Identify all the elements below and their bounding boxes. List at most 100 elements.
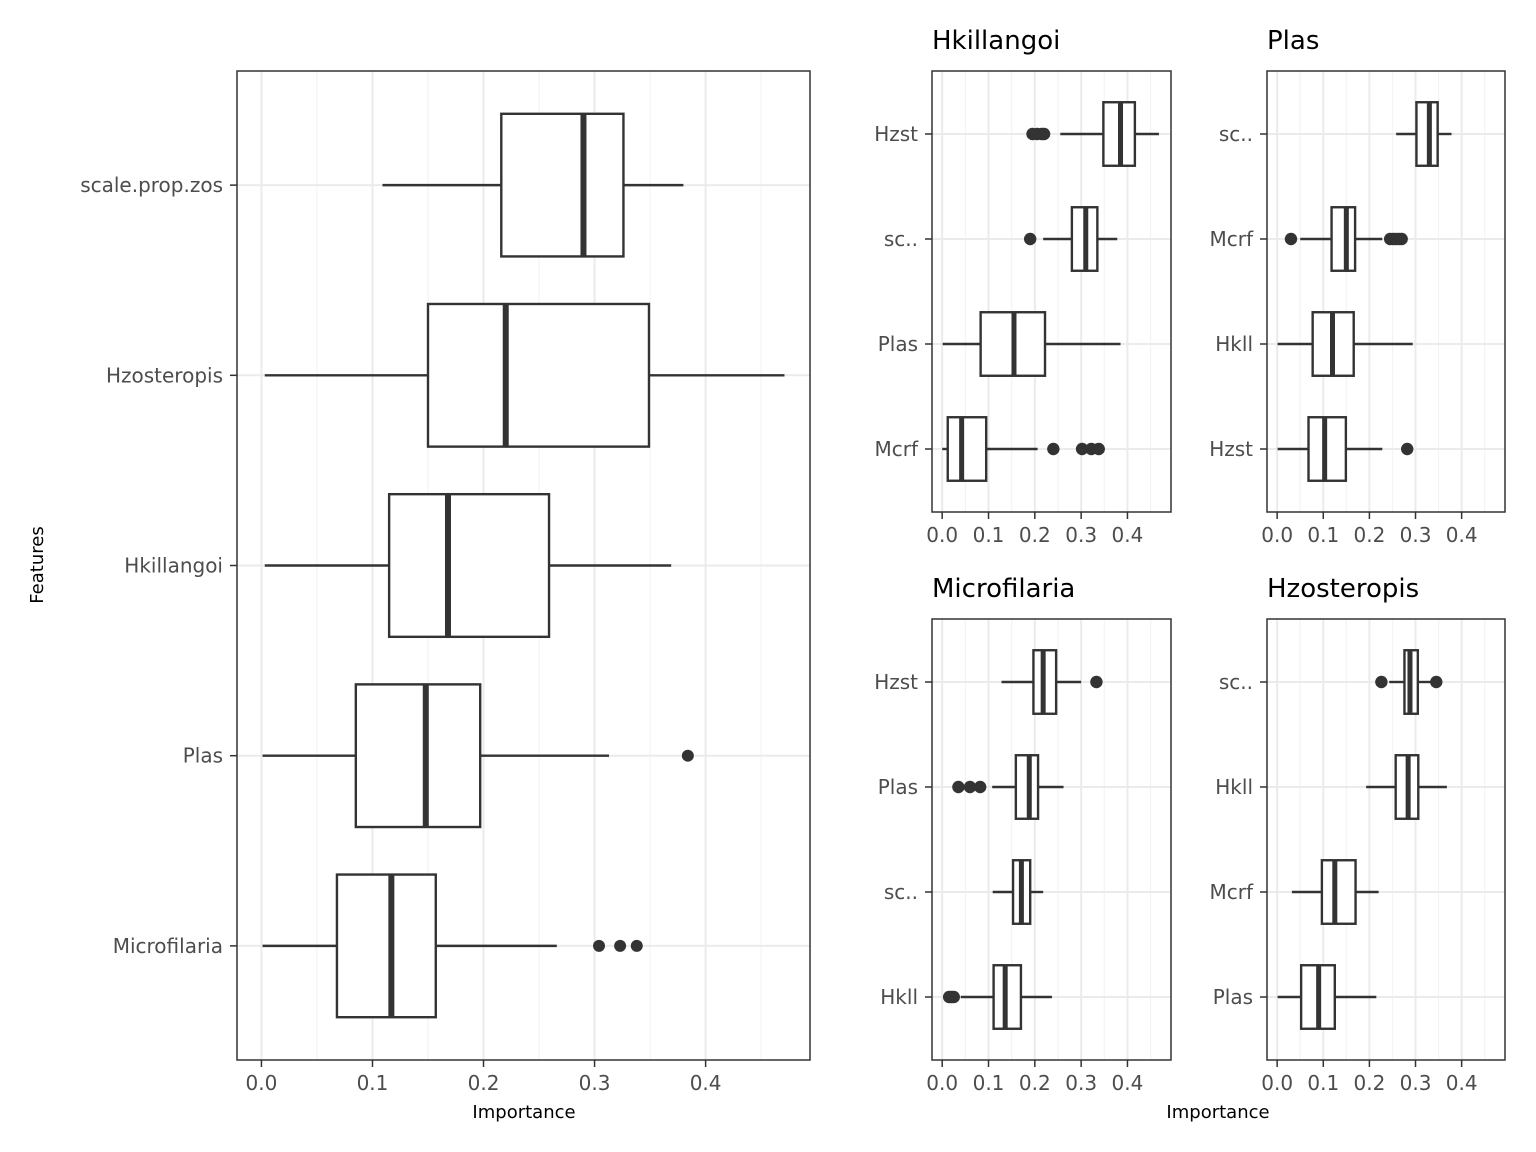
y-tick-label: Plas [878, 775, 918, 799]
panel-hzosteropis: sc.. Hkll Mcrf Plas 0.0 0.1 0.2 0.3 0.4 Hzosterop… [1209, 574, 1506, 1095]
x-tick-label: 0.1 [1307, 1071, 1339, 1095]
box-hzosteropis-plas [1277, 964, 1377, 1030]
box-iqr [946, 416, 988, 482]
box-main-scalepropzos [382, 112, 684, 258]
panel-hkillangoi: Hzst sc.. Plas Mcrf 0.0 0.1 0.2 0.3 0.4 Hkillango… [874, 26, 1172, 547]
panel-title: Hzosteropis [1267, 574, 1419, 604]
box-iqr [354, 683, 482, 829]
outlier-point [1023, 232, 1037, 246]
x-tick-label: 0.4 [1112, 523, 1144, 547]
y-tick-label: sc.. [884, 880, 918, 904]
x-tick-label: 0.1 [1307, 523, 1339, 547]
box-hkillangoi-mcrf [942, 416, 1105, 482]
box-plas-hzst [1277, 416, 1414, 482]
y-tick-label: Hzst [1209, 437, 1253, 461]
y-tick-label: Hkll [1215, 775, 1253, 799]
y-tick-label: Hzosteropis [106, 363, 223, 387]
x-tick-label: 0.4 [690, 1071, 722, 1095]
outlier-point [1401, 442, 1414, 456]
box-iqr [1307, 416, 1348, 482]
x-tick-label: 0.0 [246, 1071, 278, 1095]
x-tick-label: 0.0 [926, 1071, 958, 1095]
outlier-point [593, 939, 606, 952]
x-tick-label: 0.1 [973, 1071, 1005, 1095]
y-tick-label: sc.. [1219, 122, 1253, 146]
x-tick-label: 0.3 [1400, 523, 1432, 547]
x-tick-label: 0.3 [579, 1071, 611, 1095]
box-microfilaria-plas [952, 754, 1064, 820]
panel-title: Plas [1267, 26, 1319, 56]
panel-border [1266, 618, 1506, 1061]
x-tick-label: 0.2 [1019, 1071, 1051, 1095]
outlier-point [630, 939, 643, 952]
box-plas-sc [1396, 101, 1452, 167]
y-tick-label: sc.. [1219, 670, 1253, 694]
x-tick-label: 0.2 [1353, 523, 1385, 547]
y-tick-label: Hzst [874, 670, 918, 694]
outlier-point [1092, 442, 1105, 456]
box-hzosteropis-hkll [1366, 754, 1447, 820]
x-axis-title-right: Importance [1166, 1102, 1269, 1123]
y-tick-label: Mcrf [1209, 880, 1253, 904]
outlier-point [681, 749, 694, 762]
box-main-hkillangoi [264, 492, 672, 639]
outlier-point [1090, 675, 1103, 689]
panel-title: Hkillangoi [932, 26, 1060, 56]
x-tick-label: 0.4 [1112, 1071, 1144, 1095]
y-tick-label: scale.prop.zos [80, 173, 223, 197]
x-tick-label: 0.2 [1019, 523, 1051, 547]
outlier-point [963, 780, 977, 794]
x-axis-title-left: Importance [472, 1102, 575, 1123]
x-tick-label: 0.1 [973, 523, 1005, 547]
x-tick-label: 0.3 [1400, 1071, 1432, 1095]
outlier-point [1430, 675, 1443, 689]
y-tick-label: Plas [878, 332, 918, 356]
box-iqr [500, 112, 625, 258]
x-tick-label: 0.4 [1446, 1071, 1478, 1095]
x-tick-label: 0.3 [1065, 523, 1097, 547]
x-tick-label: 0.0 [926, 523, 958, 547]
y-tick-label: Hkll [880, 985, 918, 1009]
box-iqr [1320, 859, 1357, 925]
box-iqr [426, 302, 651, 448]
box-iqr [335, 873, 437, 1019]
panel-main: scale.prop.zos Hzosteropis Hkillangoi Plas M… [80, 70, 811, 1095]
x-tick-label: 0.2 [468, 1071, 500, 1095]
outlier-point [1037, 127, 1051, 141]
x-tick-label: 0.0 [1261, 1071, 1293, 1095]
outlier-point [1075, 442, 1089, 456]
outlier-point [952, 780, 965, 794]
y-tick-label: Microfilaria [113, 934, 223, 958]
outlier-point [1375, 675, 1388, 689]
outlier-point [973, 780, 987, 794]
box-plas-hkll [1277, 311, 1413, 377]
outlier-point [1047, 442, 1060, 456]
panel-border [931, 618, 1172, 1061]
box-hzosteropis-sc [1375, 649, 1443, 715]
x-tick-label: 0.1 [357, 1071, 389, 1095]
outlier-point [1284, 232, 1298, 246]
x-tick-label: 0.2 [1353, 1071, 1385, 1095]
panel-microfilaria: Hzst Plas sc.. Hkll 0.0 0.1 0.2 0.3 0.4 Microfila… [874, 574, 1172, 1095]
outlier-point [614, 939, 627, 952]
box-main-hzosteropis [264, 302, 785, 448]
y-axis-title: Features [27, 526, 48, 603]
outlier-point [947, 990, 960, 1004]
box-plas-mcrf [1284, 206, 1408, 272]
y-tick-label: sc.. [884, 227, 918, 251]
y-tick-label: Plas [183, 744, 223, 768]
box-hkillangoi-hzst [1026, 101, 1159, 167]
box-hkillangoi-plas [942, 311, 1121, 377]
y-tick-label: Hkillangoi [124, 554, 223, 578]
y-tick-label: Mcrf [1209, 227, 1253, 251]
panel-title: Microfilaria [932, 574, 1075, 604]
box-main-microfilaria [262, 873, 643, 1019]
x-tick-label: 0.3 [1065, 1071, 1097, 1095]
panel-plas: sc.. Mcrf Hkll Hzst 0.0 0.1 0.2 0.3 0.4 Plas [1209, 26, 1506, 547]
x-tick-label: 0.4 [1446, 523, 1478, 547]
panel-border [931, 70, 1172, 513]
box-microfilaria-hzst [1001, 649, 1103, 715]
box-hkillangoi-sc [1023, 206, 1118, 272]
x-tick-label: 0.0 [1261, 523, 1293, 547]
